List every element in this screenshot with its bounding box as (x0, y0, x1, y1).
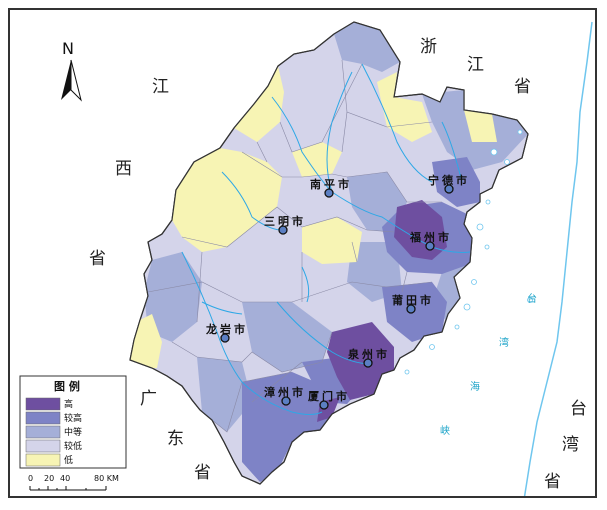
county-regions (130, 22, 528, 482)
city-label-fuzhou: 福州市 (409, 230, 452, 244)
legend-label-jiaodi: 较低 (64, 440, 82, 452)
region-zhongdeng-north (334, 22, 400, 72)
taiwan-coastline (523, 21, 593, 496)
taiwan-char-1: 台 (570, 399, 587, 419)
legend-swatch-di (25, 453, 61, 467)
guangdong-char-2: 东 (167, 429, 184, 449)
zhejiang-char-2: 江 (467, 55, 484, 75)
scale-tick-0: 0 (28, 474, 33, 483)
region-di-west (172, 148, 282, 252)
legend-label-gao: 高 (64, 398, 73, 410)
legend-item-gao: 高 (25, 397, 73, 411)
guangdong-char-3: 省 (194, 463, 211, 483)
region-di-north (234, 66, 284, 142)
legend-item-zhongdeng: 中等 (25, 425, 82, 439)
region-zhongdeng-west (144, 252, 202, 342)
coastal-islands (404, 129, 533, 375)
city-fuzhou[interactable]: 福州市 (409, 230, 452, 251)
legend-label-zhongdeng: 中等 (64, 426, 82, 438)
scale-tick-40: 40 (60, 474, 70, 483)
strait-char-3: 海 (470, 380, 480, 393)
region-di-east (464, 110, 497, 142)
legend-item-jiaodi: 较低 (25, 439, 82, 453)
city-label-xiamen: 厦门市 (308, 389, 350, 403)
region-zhongdeng-longyan (197, 357, 252, 432)
region-di-northeast (377, 72, 432, 142)
jiangxi-char-3: 省 (89, 249, 106, 269)
north-label: N (62, 39, 74, 58)
city-longyan[interactable]: 龙岩市 (205, 322, 248, 343)
taiwan-char-2: 湾 (562, 435, 579, 455)
legend-item-di: 低 (25, 453, 73, 467)
legend-swatch-jiaodi (25, 439, 61, 453)
city-label-zhangzhou: 漳州市 (264, 385, 306, 399)
legend-label-jiaogao: 较高 (64, 412, 82, 424)
legend-title: 图 例 (54, 379, 80, 393)
legend-item-jiaogao: 较高 (25, 411, 82, 425)
scale-tick-80: 80 KM (94, 474, 119, 483)
region-jiaogao-ningde (432, 157, 480, 207)
zhejiang-char-1: 浙 (420, 37, 437, 57)
taiwan-char-3: 省 (544, 472, 561, 492)
jiangxi-char-1: 江 (152, 77, 169, 97)
jiangxi-char-2: 西 (115, 159, 132, 179)
region-di-nanping (292, 142, 342, 177)
legend-swatch-zhongdeng (25, 425, 61, 439)
city-label-nanping: 南平市 (310, 177, 352, 191)
city-label-ningde: 宁德市 (428, 173, 470, 187)
city-label-quanzhou: 泉州市 (347, 347, 390, 361)
strait-char-4: 峡 (440, 424, 450, 437)
city-label-longyan: 龙岩市 (205, 322, 248, 336)
city-xiamen[interactable]: 厦门市 (308, 389, 350, 410)
strait-char-1: 台 (527, 292, 537, 305)
guangdong-char-1: 广 (140, 389, 157, 409)
rivers (181, 63, 471, 415)
strait-label: 台 湾 海 峡 (440, 292, 537, 437)
city-quanzhou[interactable]: 泉州市 (347, 347, 390, 368)
region-di-sanming (302, 217, 362, 264)
county-boundaries (147, 59, 442, 433)
legend-label-di: 低 (64, 454, 73, 466)
scale-bar: 0 20 40 80 KM (28, 474, 119, 491)
region-zhongdeng-south (242, 302, 332, 372)
neighbor-labels: 浙 江 省 江 西 省 广 东 省 台 湾 省 (89, 37, 587, 492)
fujian-map: N 浙 江 省 江 西 省 广 东 省 台 湾 省 台 湾 海 峡 南平市 宁德… (19, 21, 593, 496)
city-label-sanming: 三明市 (264, 214, 306, 228)
city-ningde[interactable]: 宁德市 (428, 173, 470, 194)
city-sanming[interactable]: 三明市 (264, 214, 306, 235)
city-nanping[interactable]: 南平市 (310, 177, 352, 198)
legend-swatch-gao (25, 397, 61, 411)
city-label-putian: 莆田市 (392, 293, 434, 307)
region-gao-quanzhou (327, 322, 394, 400)
legend-swatch-jiaogao (25, 411, 61, 425)
zhejiang-char-3: 省 (514, 77, 531, 97)
city-markers: 南平市 宁德市 三明市 福州市 莆田市 龙岩市 泉州市 漳州市 (205, 173, 470, 410)
city-putian[interactable]: 莆田市 (392, 293, 434, 314)
strait-char-2: 湾 (499, 336, 509, 349)
map-frame: N 浙 江 省 江 西 省 广 东 省 台 湾 省 台 湾 海 峡 南平市 宁德… (8, 8, 597, 498)
scale-tick-20: 20 (44, 474, 54, 483)
legend: 图 例 高 较高 中等 较低 低 (19, 375, 127, 469)
city-zhangzhou[interactable]: 漳州市 (264, 385, 306, 406)
north-arrow: N (61, 39, 82, 102)
